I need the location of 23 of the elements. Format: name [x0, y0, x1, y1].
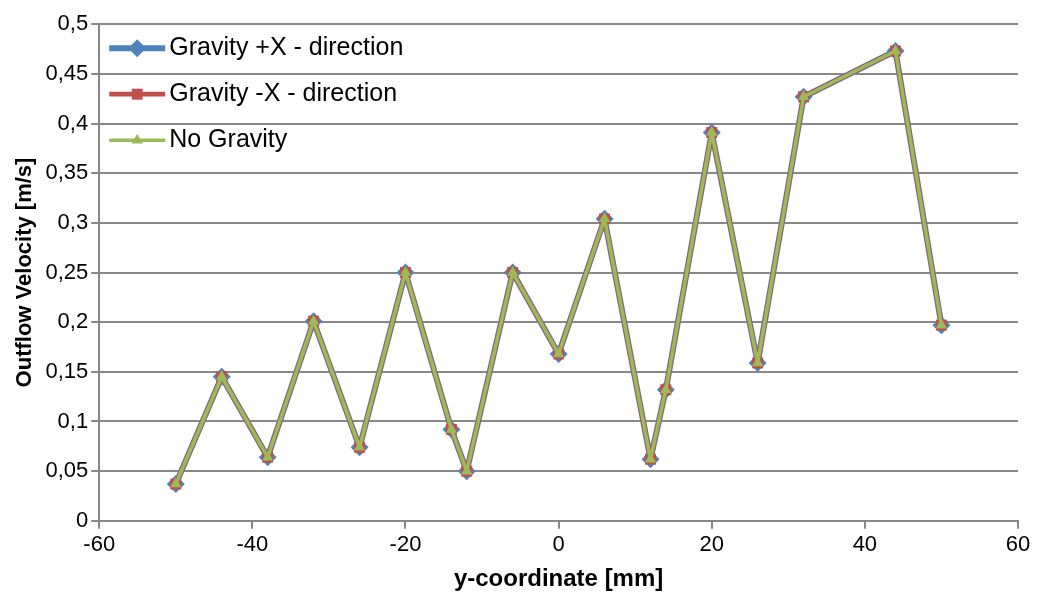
x-axis-title: y-coordinate [mm]	[453, 564, 664, 592]
legend-label: Gravity +X - direction	[169, 32, 404, 61]
y-tick-label: 0,25	[45, 258, 89, 284]
y-tick-label: 0,3	[57, 208, 89, 234]
x-tick-label: 0	[552, 531, 565, 557]
y-tick-label: 0,5	[57, 10, 89, 36]
x-tick-label: 40	[852, 531, 878, 557]
y-tick-label: 0,15	[45, 357, 89, 383]
legend-label: No Gravity	[169, 124, 288, 153]
y-tick-label: 0	[75, 506, 89, 532]
y-tick-label: 0,45	[45, 59, 89, 85]
x-tick-label: -40	[236, 531, 269, 557]
x-tick-label: 20	[699, 531, 724, 557]
y-tick-label: 0,05	[45, 457, 89, 483]
x-tick-label: -20	[389, 531, 422, 557]
x-tick-label: -60	[83, 531, 116, 557]
y-tick-label: 0,1	[57, 407, 89, 433]
y-tick-label: 0,4	[57, 109, 89, 135]
x-tick-label: 60	[1005, 531, 1031, 557]
y-axis-title: Outflow Velocity [m/s]	[11, 157, 37, 388]
y-tick-label: 0,35	[45, 159, 89, 185]
y-tick-label: 0,2	[57, 308, 89, 334]
legend-label: Gravity -X - direction	[169, 78, 398, 107]
